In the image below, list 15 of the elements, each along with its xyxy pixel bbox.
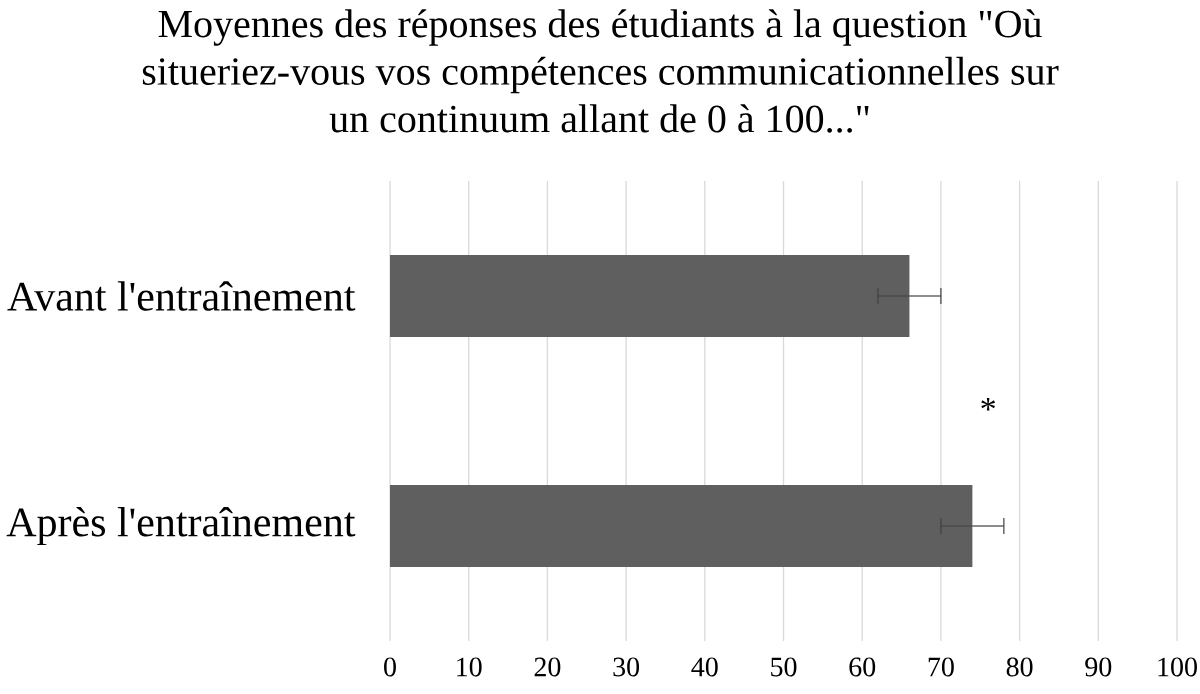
x-tick-label: 0 [384,657,396,677]
chart-title: Moyennes des réponses des étudiants à la question "Où situeriez-vous vos compétences communicationnelles sur un continuum allant de 0 à 100..." [142,9,1059,133]
y-tick-label: Après l'entraînement [6,506,356,546]
y-tick-label: Avant l'entraînement [7,281,356,311]
x-tick-label: 40 [691,657,718,677]
x-tick-label: 90 [1085,657,1112,677]
x-tick-label: 60 [849,657,876,677]
x-tick-label: 30 [613,657,640,677]
x-tick-label: 20 [534,657,561,677]
x-tick-label: 50 [771,657,797,677]
x-tick-label: 80 [1006,657,1033,677]
x-tick-label: 100 [1158,657,1197,677]
annotation: * [981,398,995,411]
x-tick-label: 70 [928,657,954,677]
x-tick-label: 10 [457,657,482,677]
